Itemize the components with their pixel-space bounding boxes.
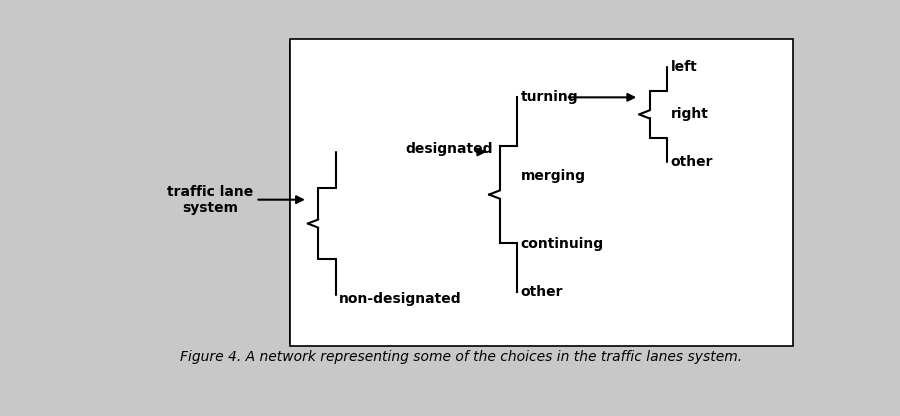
Text: traffic lane
system: traffic lane system <box>167 185 253 215</box>
FancyBboxPatch shape <box>291 43 789 343</box>
Text: continuing: continuing <box>520 237 604 251</box>
Text: merging: merging <box>520 169 586 183</box>
Text: designated: designated <box>405 141 493 156</box>
Text: other: other <box>670 155 713 169</box>
Text: Figure 4. A network representing some of the choices in the traffic lanes system: Figure 4. A network representing some of… <box>180 349 742 364</box>
Bar <box>291 40 793 347</box>
Text: turning: turning <box>520 90 578 104</box>
Text: right: right <box>670 107 708 121</box>
Text: other: other <box>520 285 563 299</box>
Text: left: left <box>670 59 698 74</box>
Text: non-designated: non-designated <box>339 292 462 306</box>
